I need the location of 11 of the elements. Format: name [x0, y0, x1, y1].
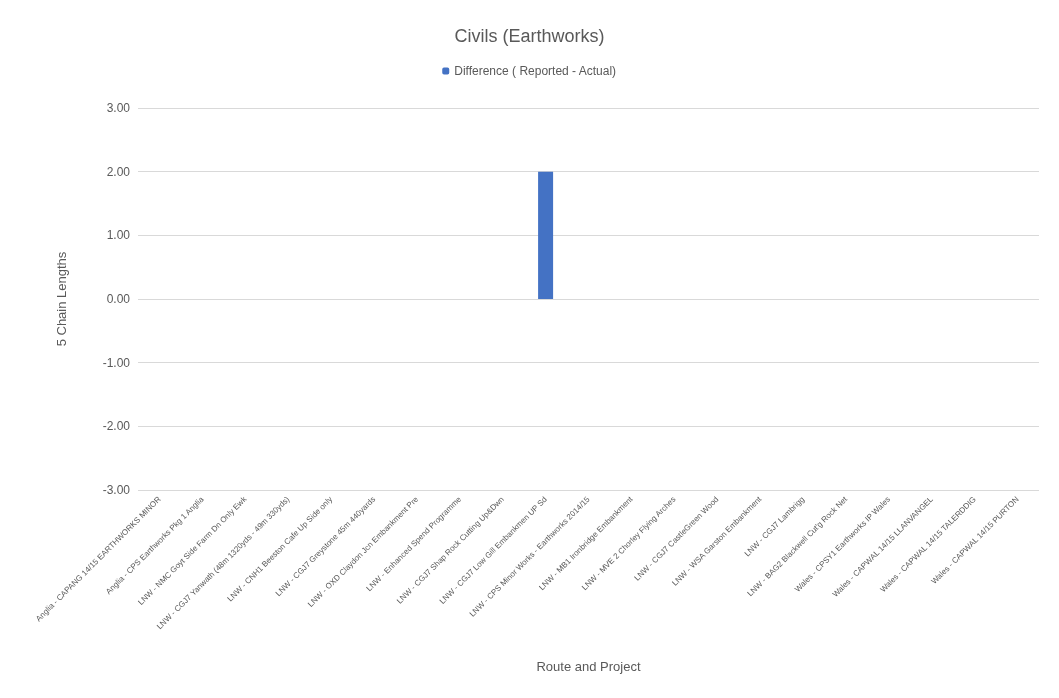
chart-title: Civils (Earthworks) [454, 26, 605, 46]
y-tick-label: -2.00 [102, 419, 131, 434]
legend-label: Difference ( Reported - Actual) [454, 64, 617, 78]
x-axis-title: Route and Project [536, 659, 641, 674]
y-tick-label: -3.00 [102, 483, 131, 497]
y-tick-label: 2.00 [106, 164, 131, 179]
y-tick-label: 1.00 [106, 228, 131, 243]
y-axis-title: 5 Chain Lengths [54, 251, 69, 347]
y-tick-label: 3.00 [106, 101, 131, 115]
y-tick-label: 0.00 [106, 292, 131, 306]
y-tick-label: -1.00 [102, 355, 131, 370]
